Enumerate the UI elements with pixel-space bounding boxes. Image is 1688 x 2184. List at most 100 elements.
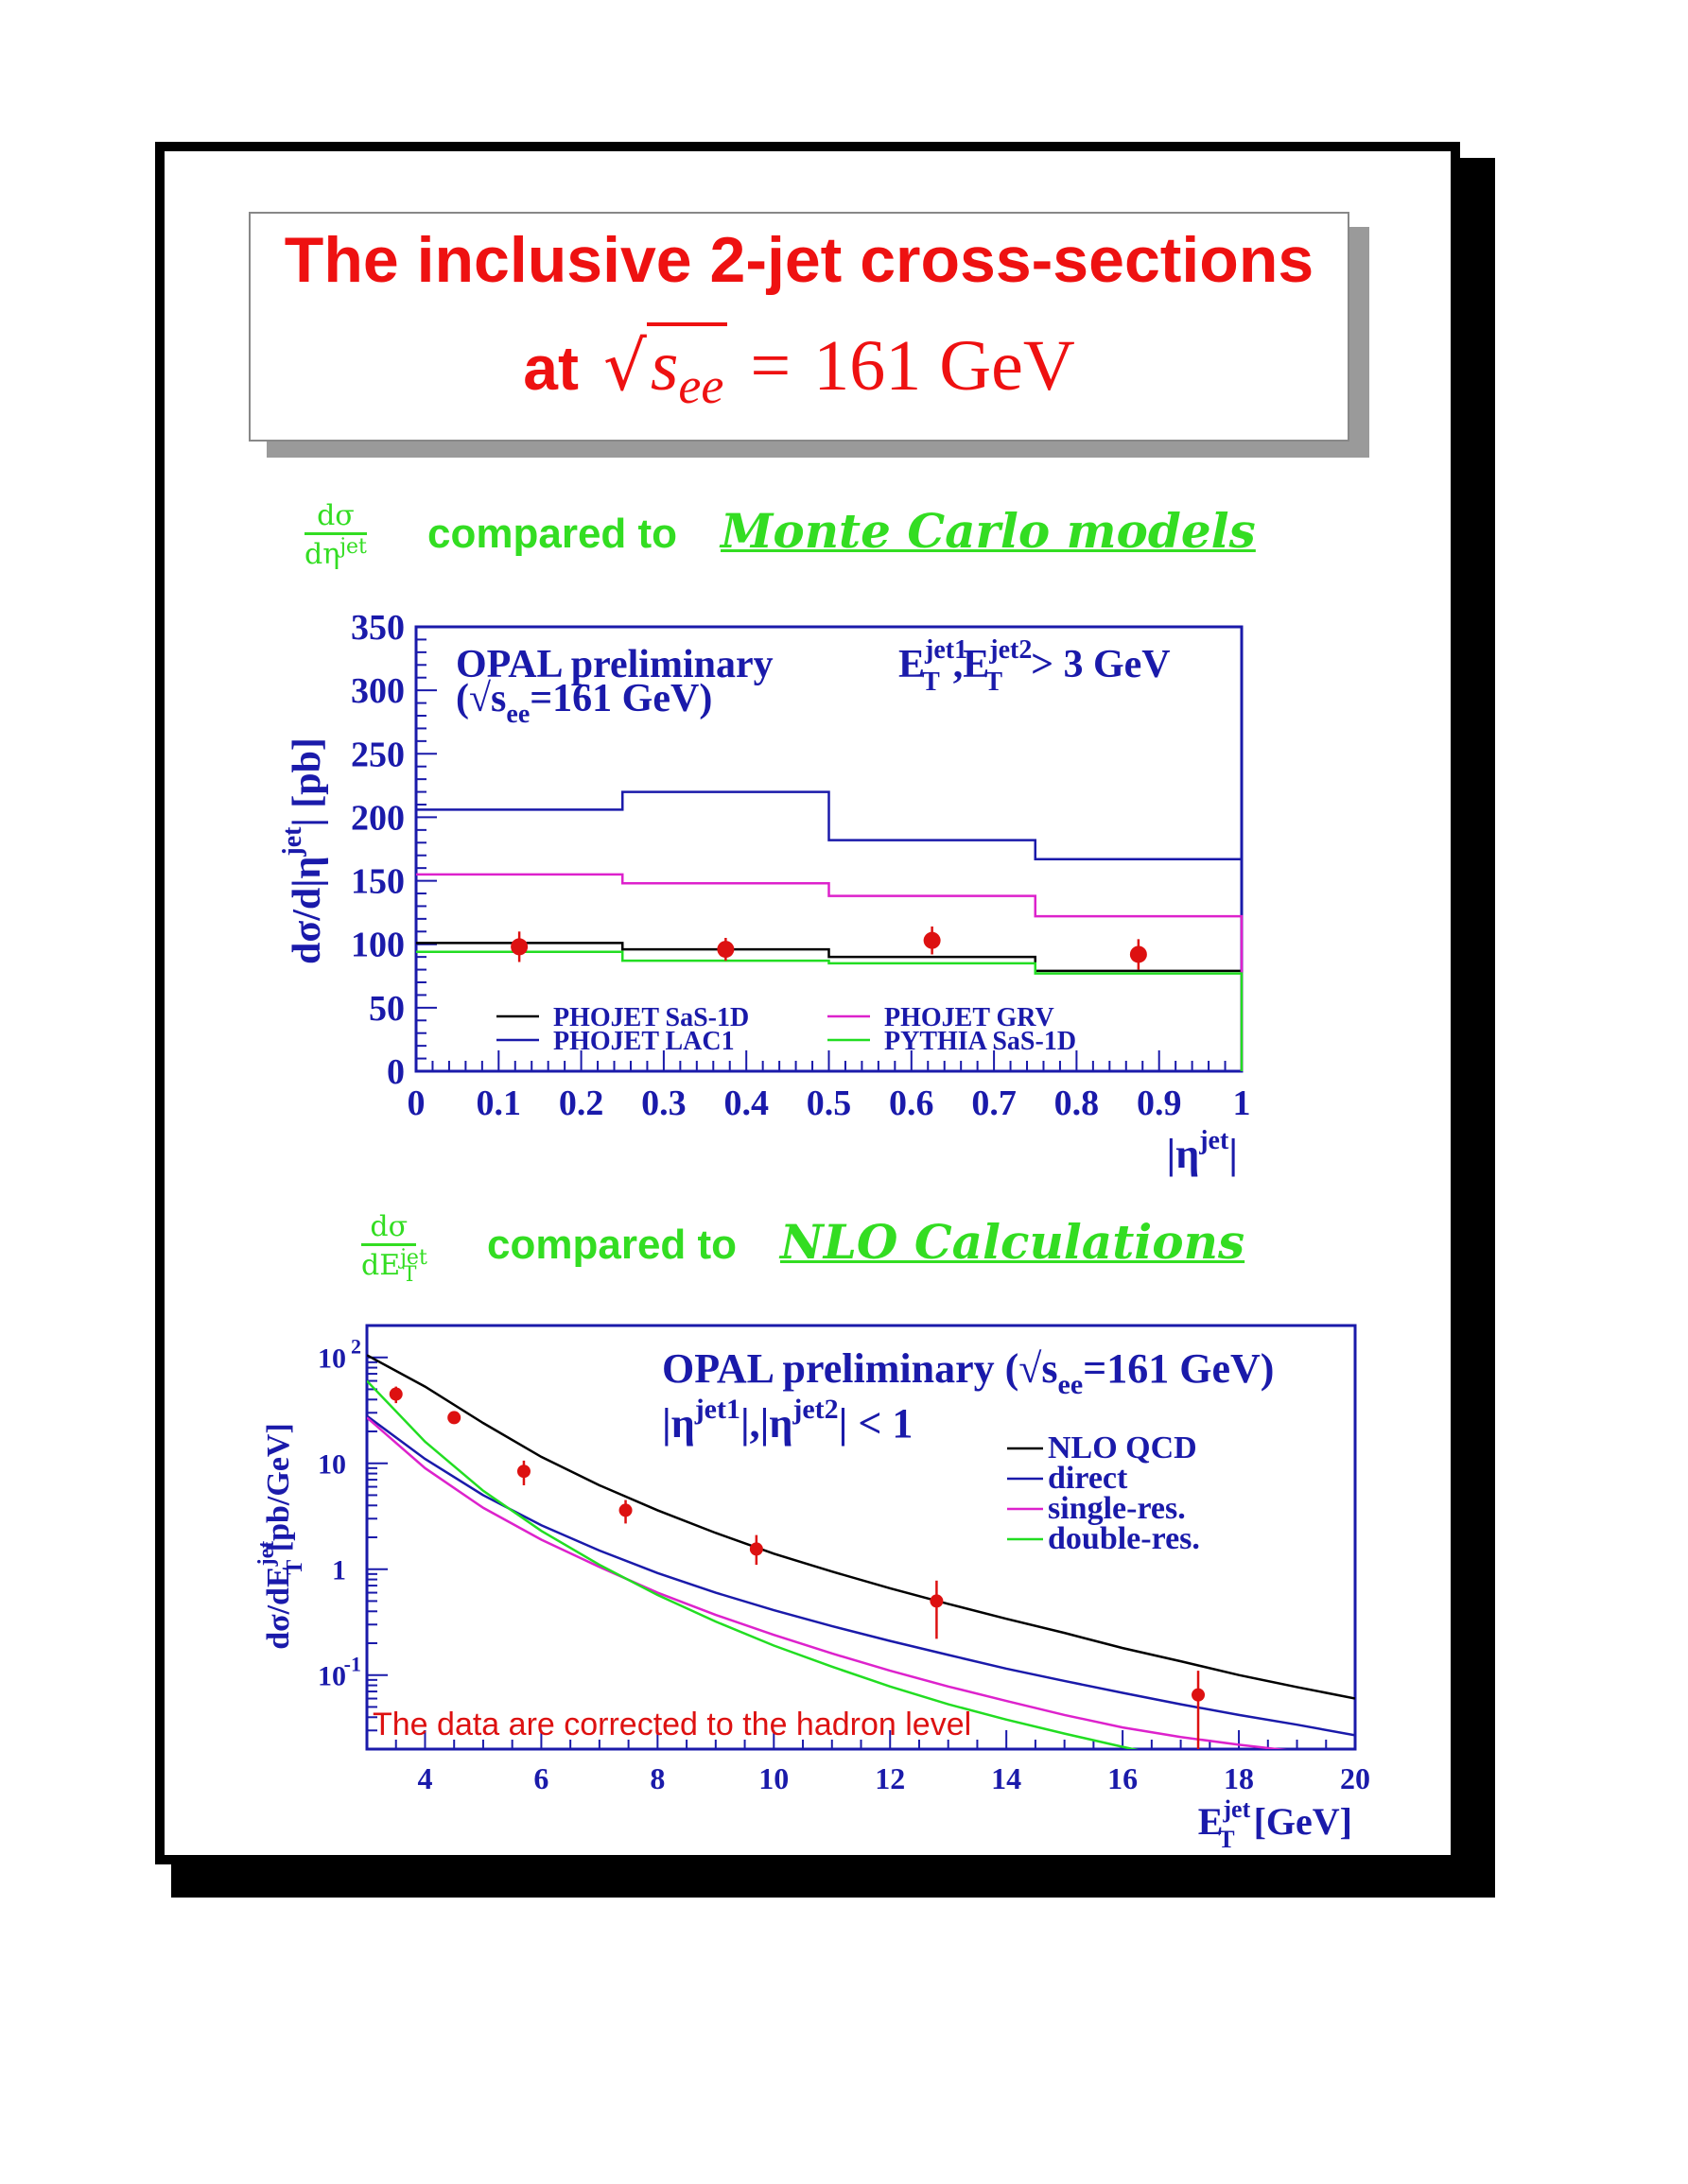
data-point: [1192, 1688, 1206, 1702]
y-tick-label: 300: [351, 671, 405, 711]
section2-text: compared to: [487, 1222, 738, 1268]
legend-label: NLO QCD: [1048, 1430, 1197, 1465]
legend-label: PYTHIA SaS-1D: [884, 1027, 1076, 1056]
x-tick-label: 0.1: [477, 1083, 522, 1123]
chart1-title: OPAL preliminary: [456, 643, 774, 686]
x-tick-label: 20: [1340, 1761, 1370, 1795]
data-point: [717, 941, 735, 959]
x-tick-label: 12: [875, 1761, 905, 1795]
data-point: [1129, 945, 1147, 963]
section1-fraction: dσ dηjet: [305, 499, 367, 571]
x-tick-label: 6: [533, 1761, 548, 1795]
y-tick-label: 200: [351, 798, 405, 838]
y-tick-exponent: -1: [344, 1653, 361, 1676]
equals-sign: =: [750, 326, 792, 406]
section2-frac-den-sub: T: [402, 1263, 417, 1287]
section2-fraction: dσ dEjetT: [361, 1210, 427, 1287]
x-tick-label: 0.3: [641, 1083, 687, 1123]
data-point: [923, 931, 941, 949]
y-tick-label: 10: [318, 1661, 346, 1692]
x-tick-label: 0.4: [723, 1083, 769, 1123]
section2-frac-den: dEjetT: [361, 1246, 427, 1287]
x-tick-label: 0.6: [889, 1083, 934, 1123]
chart2-cut-label: |ηjet1|,|ηjet2| < 1: [662, 1394, 913, 1447]
legend-label: PHOJET SaS-1D: [553, 1003, 749, 1032]
energy-symbol-sub: ee: [678, 357, 724, 414]
data-point: [516, 1465, 531, 1479]
data-point: [389, 1387, 403, 1401]
x-tick-label: 14: [991, 1761, 1021, 1795]
y-tick-label: 150: [351, 862, 405, 902]
chart1-cut-label: Ejet1 T ,Ejet2 T > 3 GeV: [898, 635, 1171, 697]
legend-label: PHOJET LAC1: [553, 1027, 735, 1056]
x-tick-label: 0.2: [559, 1083, 604, 1123]
plot-area: [365, 1324, 1357, 1751]
x-tick-label: 0.9: [1137, 1083, 1182, 1123]
data-point: [511, 938, 529, 956]
energy-value: 161 GeV: [813, 326, 1075, 406]
y-tick-label: 0: [387, 1052, 405, 1092]
section1-frac-num: dσ: [305, 499, 367, 535]
legend-label: direct: [1048, 1461, 1128, 1496]
title-line-2: at √see = 161 GeV: [251, 322, 1348, 415]
chart2-annotation: The data are corrected to the hadron lev…: [373, 1707, 971, 1742]
x-tick-label: 0.7: [971, 1083, 1017, 1123]
y-tick-label: 1: [332, 1555, 346, 1586]
energy-symbol-s: s: [650, 326, 679, 406]
chart1-subtitle: (√see=161 GeV): [456, 677, 712, 729]
legend-label: PHOJET GRV: [884, 1003, 1054, 1032]
legend-label: single-res.: [1048, 1491, 1186, 1526]
series-phojet-grv: [416, 873, 1244, 1071]
y-tick-exponent: 2: [351, 1335, 361, 1359]
y-tick-label: 10: [318, 1449, 346, 1481]
y-tick-label: 350: [351, 608, 405, 648]
series-phojet-lac1: [416, 790, 1244, 1071]
y-tick-label: 50: [369, 989, 405, 1029]
series-single-res-: [367, 1416, 1287, 1749]
plot-area: [414, 625, 1244, 1073]
section1-frac-den: dηjet: [305, 535, 367, 571]
x-tick-label: 18: [1224, 1761, 1254, 1795]
sqrt-symbol: √: [602, 326, 647, 406]
x-tick-label: 0.8: [1054, 1083, 1100, 1123]
y-tick-label: 250: [351, 735, 405, 774]
series-nlo-qcd: [367, 1354, 1355, 1700]
section1-text: compared to: [427, 511, 678, 557]
section1-frac-den-sup: jet: [339, 535, 367, 559]
x-tick-label: 10: [758, 1761, 789, 1795]
data-point: [447, 1411, 461, 1425]
series-direct: [367, 1414, 1355, 1737]
section2-frac-den-main: dE: [361, 1249, 401, 1282]
title-line-1: The inclusive 2-jet cross-sections: [284, 224, 1314, 296]
x-tick-label: 8: [650, 1761, 665, 1795]
x-tick-label: 0: [408, 1083, 426, 1123]
section2-frac-num: dσ: [361, 1210, 417, 1246]
data-point: [930, 1594, 944, 1608]
chart1-xlabel: |ηjet|: [1167, 1126, 1238, 1177]
x-tick-label: 0.5: [807, 1083, 852, 1123]
chart2-xlabel: Ejet T [GeV]: [1198, 1795, 1352, 1853]
x-tick-label: 4: [417, 1761, 432, 1795]
section1-frac-den-main: dη: [305, 538, 340, 571]
section2-emphasis: NLO Calculations: [780, 1214, 1245, 1270]
chart-eta: 0 0.1 0.2 0.3 0.4 0.5 0.6 0.7 0.8 0.9 1 0 50 100 150 20…: [278, 608, 1251, 1177]
chart2-ylabel: dσ/dEjetT [pb/GeV]: [254, 1423, 307, 1650]
section2-frac-den-sup: jet: [400, 1246, 427, 1270]
series-pythia-sas-1d: [416, 950, 1244, 1071]
series-phojet-sas-1d: [416, 942, 1244, 1071]
chart2-title: OPAL preliminary (√see=161 GeV): [662, 1345, 1274, 1400]
energy-symbol: see: [646, 322, 728, 414]
data-point: [749, 1542, 763, 1556]
section1-emphasis: Monte Carlo models: [721, 503, 1256, 559]
series-double-res-: [367, 1379, 1140, 1749]
title-at: at: [523, 333, 579, 403]
chart1-ylabel: dσ/d|ηjet| [pb]: [278, 737, 329, 964]
y-tick-label: 10: [318, 1343, 346, 1375]
x-tick-label: 1: [1233, 1083, 1251, 1123]
legend-label: double-res.: [1048, 1521, 1200, 1556]
title-box: The inclusive 2-jet cross-sections at √se…: [249, 212, 1349, 442]
x-tick-label: 16: [1107, 1761, 1138, 1795]
